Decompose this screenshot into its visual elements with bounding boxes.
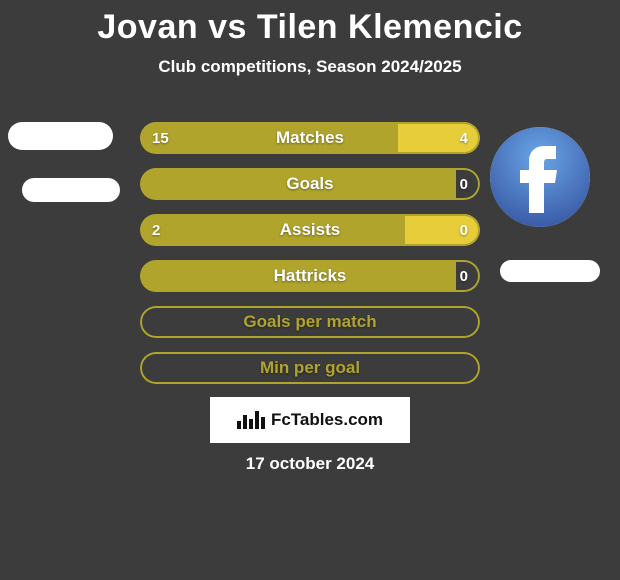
stat-row: Assists2 0	[140, 214, 480, 246]
stat-row: Matches15 4	[140, 122, 480, 154]
stat-label: Assists	[140, 214, 480, 246]
stat-row: Min per goal	[140, 352, 480, 384]
stat-label: Hattricks	[140, 260, 480, 292]
footer-brand-badge[interactable]: FcTables.com	[210, 397, 410, 443]
left-name-placeholder	[22, 178, 120, 202]
stat-right-value: 0	[448, 168, 480, 200]
stats-bars: Matches154Goals0Assists20Hattricks0Goals…	[140, 122, 480, 398]
stat-label: Goals per match	[140, 306, 480, 338]
stat-row: Goals0	[140, 168, 480, 200]
facebook-icon[interactable]	[490, 127, 590, 227]
stat-left-value: 15	[140, 122, 181, 154]
subtitle: Club competitions, Season 2024/2025	[0, 57, 620, 77]
stat-label: Goals	[140, 168, 480, 200]
page-title: Jovan vs Tilen Klemencic	[0, 0, 620, 47]
left-avatar-placeholder	[8, 122, 113, 150]
chart-icon	[237, 411, 265, 429]
footer-brand-text: FcTables.com	[271, 410, 383, 430]
stat-right-value: 4	[448, 122, 480, 154]
stat-right-value: 0	[448, 260, 480, 292]
right-name-placeholder	[500, 260, 600, 282]
stat-row: Hattricks0	[140, 260, 480, 292]
footer-date: 17 october 2024	[0, 454, 620, 474]
stat-right-value: 0	[448, 214, 480, 246]
stat-left-value: 2	[140, 214, 172, 246]
stat-label: Matches	[140, 122, 480, 154]
stat-row: Goals per match	[140, 306, 480, 338]
stat-label: Min per goal	[140, 352, 480, 384]
